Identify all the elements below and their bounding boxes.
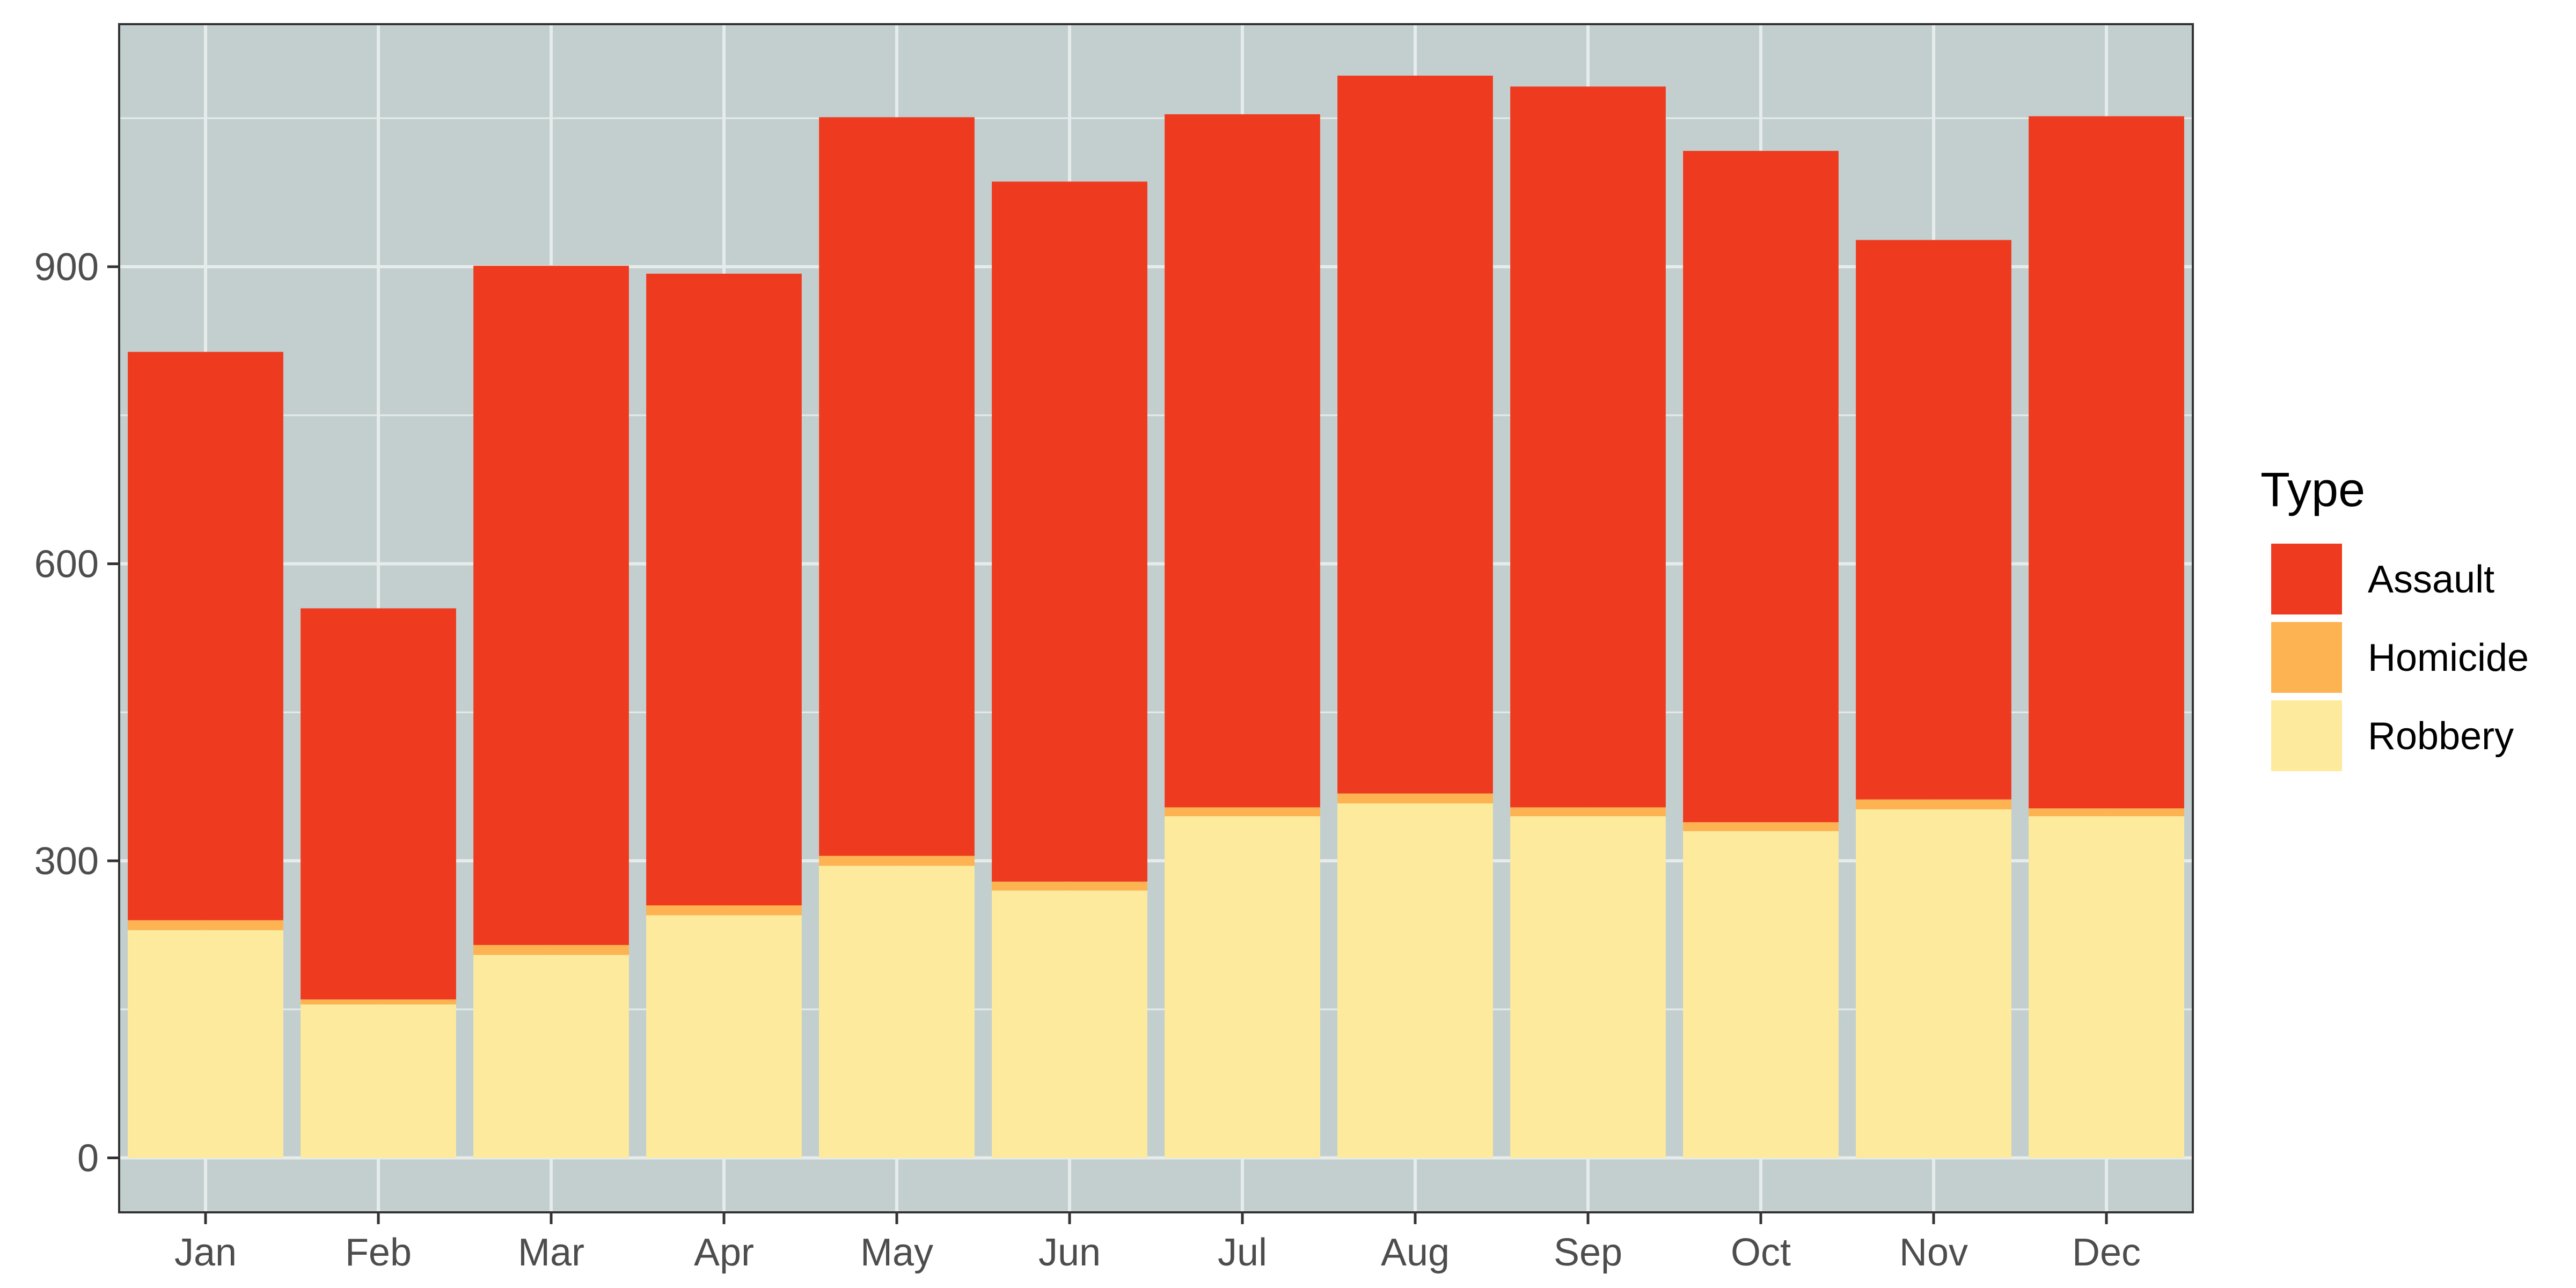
legend-key-robbery bbox=[2271, 700, 2342, 771]
bar-homicide-jul bbox=[1165, 807, 1320, 816]
bar-homicide-apr bbox=[646, 905, 802, 916]
bar-assault-feb bbox=[301, 608, 456, 1000]
legend-label-assault: Assault bbox=[2368, 558, 2494, 601]
bar-robbery-nov bbox=[1856, 809, 2011, 1158]
legend: Type Assault Homicide Robbery bbox=[2260, 463, 2529, 771]
y-tick-label: 0 bbox=[77, 1137, 99, 1180]
bar-robbery-jul bbox=[1165, 816, 1320, 1158]
x-axis: Jan Feb Mar Apr May Jun Jul Aug Sep Oct Nov Dec bbox=[174, 1212, 2141, 1274]
y-tick-label: 600 bbox=[34, 543, 99, 586]
legend-title: Type bbox=[2260, 463, 2365, 517]
bar-homicide-aug bbox=[1337, 793, 1493, 804]
y-axis: 0 300 600 900 bbox=[34, 246, 119, 1180]
bar-robbery-mar bbox=[473, 955, 629, 1158]
bar-homicide-jun bbox=[992, 881, 1147, 891]
legend-label-homicide: Homicide bbox=[2368, 636, 2529, 679]
x-tick-label: Dec bbox=[2072, 1231, 2141, 1274]
bar-homicide-nov bbox=[1856, 799, 2011, 810]
y-tick-label: 900 bbox=[34, 246, 99, 289]
bar-assault-jun bbox=[992, 181, 1147, 882]
x-tick-label: Feb bbox=[345, 1231, 412, 1274]
bar-assault-oct bbox=[1683, 151, 1839, 823]
bar-assault-apr bbox=[646, 273, 802, 906]
panel-background bbox=[119, 24, 2193, 1212]
y-tick-label: 300 bbox=[34, 840, 99, 883]
panel-border bbox=[118, 23, 2194, 1213]
bar-assault-dec bbox=[2029, 116, 2184, 809]
bar-robbery-feb bbox=[301, 1004, 456, 1158]
x-tick-label: Mar bbox=[518, 1231, 584, 1274]
bar-robbery-dec bbox=[2029, 816, 2184, 1158]
bar-robbery-sep bbox=[1510, 816, 1666, 1158]
bar-homicide-dec bbox=[2029, 808, 2184, 816]
x-tick-label: Sep bbox=[1554, 1231, 1622, 1274]
legend-label-robbery: Robbery bbox=[2368, 715, 2514, 758]
bar-assault-jan bbox=[128, 352, 283, 920]
bar-robbery-apr bbox=[646, 915, 802, 1158]
bar-assault-nov bbox=[1856, 240, 2011, 800]
x-tick-label: Jan bbox=[174, 1231, 237, 1274]
legend-key-homicide bbox=[2271, 622, 2342, 693]
bar-homicide-sep bbox=[1510, 807, 1666, 816]
x-tick-label: Aug bbox=[1381, 1231, 1450, 1274]
bar-homicide-mar bbox=[473, 945, 629, 955]
bar-homicide-oct bbox=[1683, 822, 1839, 831]
bar-homicide-jan bbox=[128, 920, 283, 931]
bar-robbery-jun bbox=[992, 890, 1147, 1158]
bar-assault-sep bbox=[1510, 86, 1666, 808]
x-tick-label: Oct bbox=[1731, 1231, 1791, 1274]
bar-robbery-oct bbox=[1683, 831, 1839, 1158]
x-tick-label: Apr bbox=[694, 1231, 754, 1274]
legend-key-assault bbox=[2271, 544, 2342, 614]
bar-homicide-may bbox=[819, 855, 975, 866]
bar-robbery-aug bbox=[1337, 803, 1493, 1158]
bar-assault-may bbox=[819, 117, 975, 856]
bar-robbery-may bbox=[819, 866, 975, 1158]
x-tick-label: Jul bbox=[1218, 1231, 1267, 1274]
bar-assault-aug bbox=[1337, 75, 1493, 794]
bar-assault-mar bbox=[473, 266, 629, 945]
bar-robbery-jan bbox=[128, 930, 283, 1158]
x-tick-label: Nov bbox=[1899, 1231, 1968, 1274]
x-tick-label: May bbox=[860, 1231, 933, 1274]
bar-assault-jul bbox=[1165, 114, 1320, 808]
bars bbox=[128, 75, 2184, 1158]
x-tick-label: Jun bbox=[1038, 1231, 1101, 1274]
bar-homicide-feb bbox=[301, 999, 456, 1005]
